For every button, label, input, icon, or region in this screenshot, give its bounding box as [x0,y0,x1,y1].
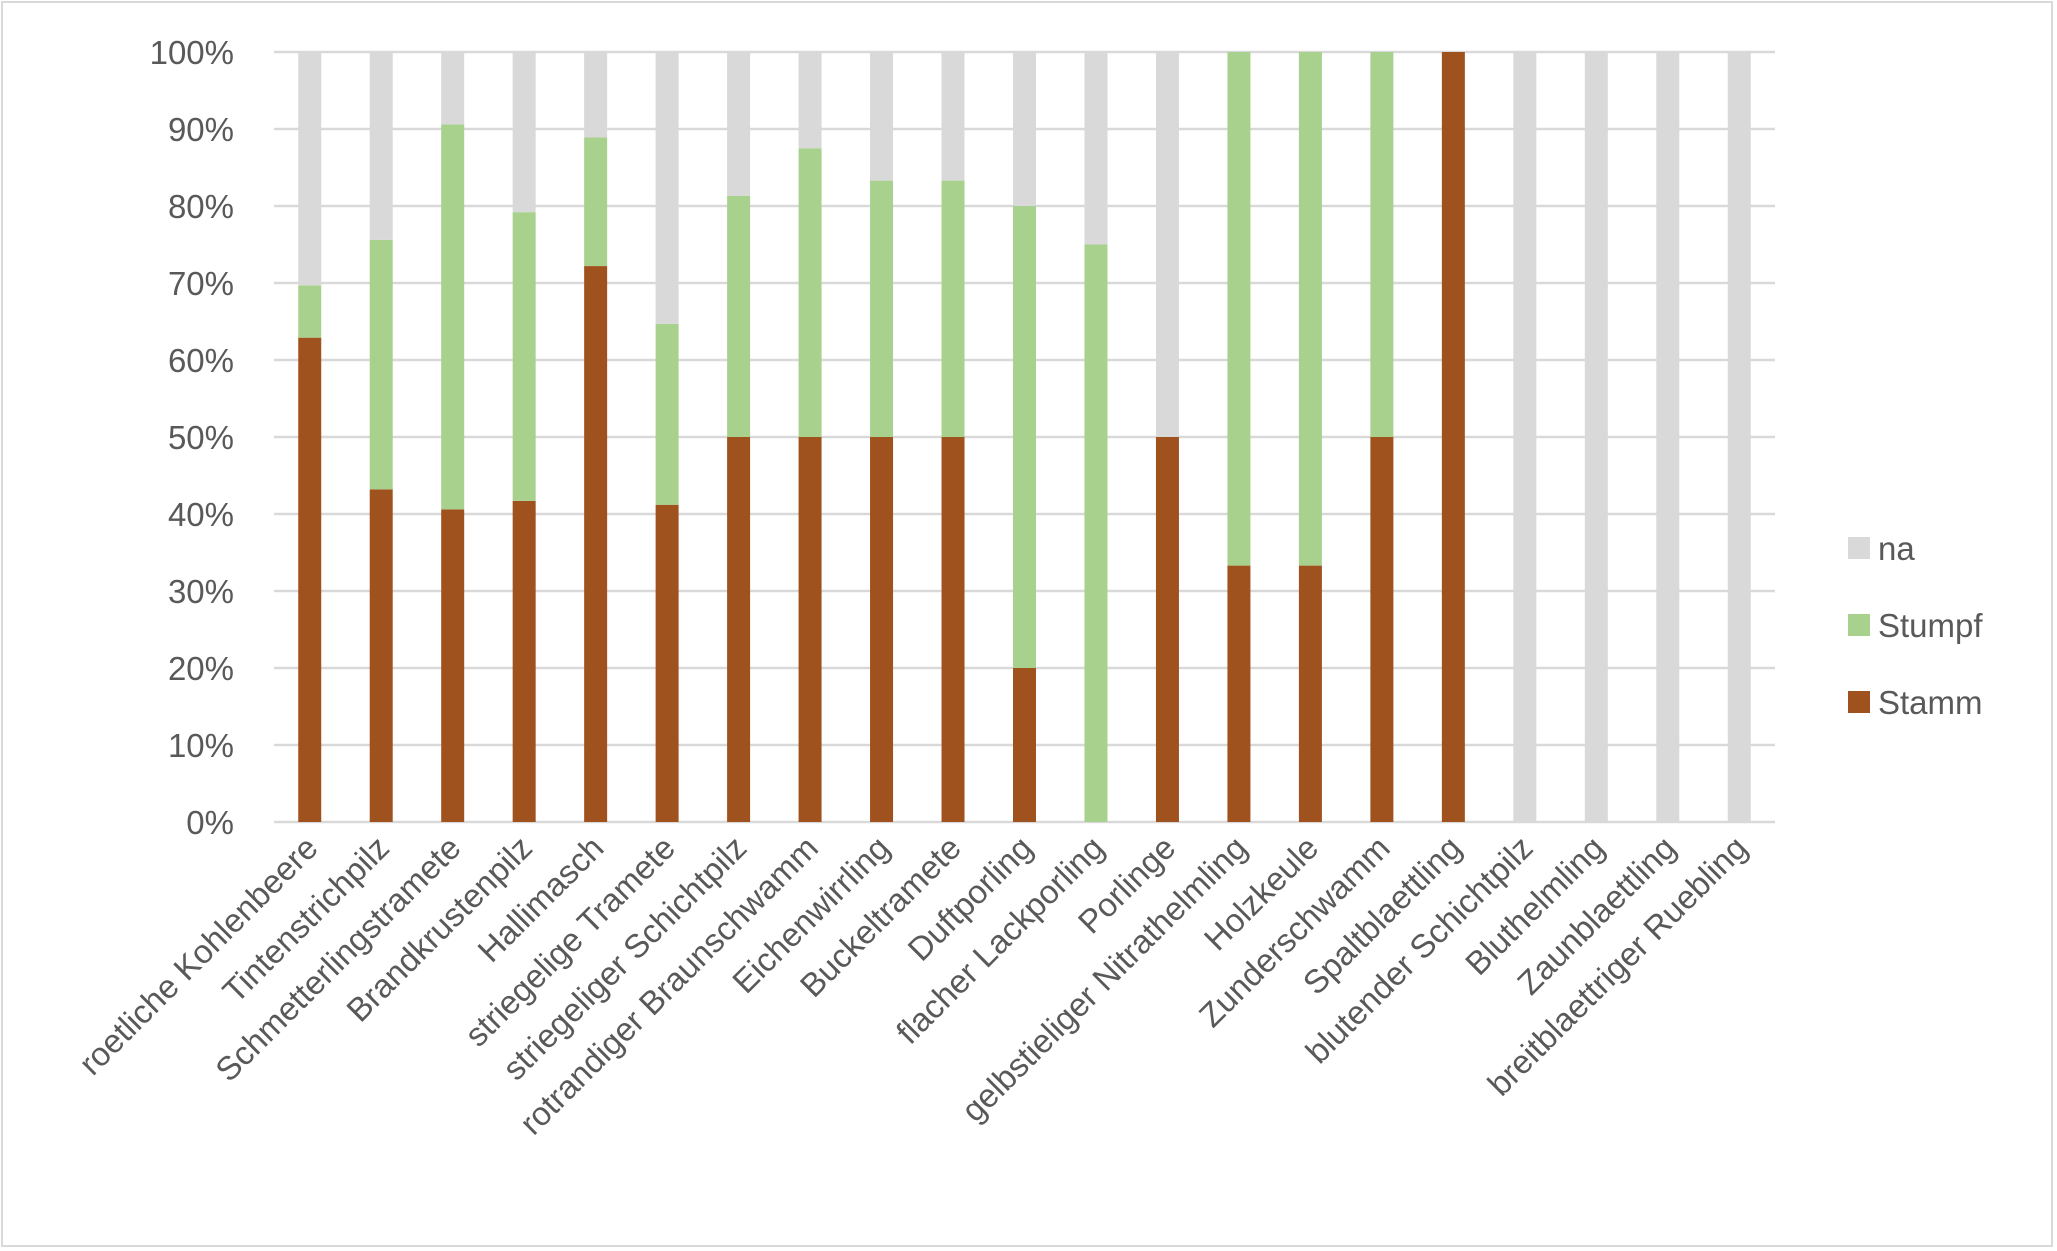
bar-segment-na [441,52,465,125]
bar-segment-na [369,52,393,240]
legend: na Stumpf Stamm [1848,530,1983,721]
bar-segment-stamm [798,437,822,822]
y-tick-label: 100% [150,34,234,71]
bar-segment-na [584,52,608,138]
legend-swatch-stamm [1848,691,1870,713]
legend-label-stumpf: Stumpf [1878,607,1983,644]
y-tick-label: 40% [168,496,234,533]
bar-segment-stamm [655,504,679,822]
bar-segment-stamm [584,266,608,822]
bar-segment-stamm [1013,668,1036,822]
bar-segment-stamm [870,437,894,822]
legend-swatch-na [1848,537,1870,559]
bar-segment-stamm [1227,565,1251,822]
y-tick-label: 50% [168,419,234,456]
bar-segment-stumpf [727,195,751,437]
bar-segment-stamm [369,489,393,822]
bar-segment-na [1013,52,1036,206]
bar-segment-stumpf [1370,52,1394,437]
bar-segment-stumpf [798,148,822,437]
legend-label-stamm: Stamm [1878,684,1983,721]
bar-segment-stumpf [584,137,608,267]
bar-segment-stumpf [369,239,393,490]
bar-segment-na [870,52,894,181]
y-tick-label: 30% [168,573,234,610]
bar-segment-stamm [1298,565,1322,822]
y-tick-label: 90% [168,111,234,148]
legend-label-na: na [1878,530,1915,567]
bar-segment-na [1513,52,1537,822]
y-tick-label: 0% [186,804,234,841]
bar-segment-na [1656,52,1680,822]
bar-segment-stamm [727,437,751,822]
bar-segment-na [512,52,536,213]
bar-segment-na [1584,52,1608,822]
bar-segment-stamm [1370,437,1394,822]
bar-segment-stumpf [1084,244,1108,822]
bar-segment-stumpf [1298,52,1322,566]
y-tick-label: 20% [168,650,234,687]
bar-segment-na [1084,52,1108,245]
bar-segment-stamm [298,337,322,822]
bar-segment-stumpf [1227,52,1251,566]
bar-segment-stumpf [870,180,894,437]
bar-segment-stumpf [655,323,679,505]
bar-segment-stumpf [941,180,965,437]
bar-segment-stumpf [512,212,536,501]
bar-segment-stamm [441,509,465,822]
bar-segment-na [941,52,965,181]
bar-segment-na [1727,52,1751,822]
y-axis-tick-labels: 0% 10% 20% 30% 40% 50% 60% 70% 80% 90% 100% [150,34,234,841]
y-tick-label: 10% [168,727,234,764]
y-tick-label: 70% [168,265,234,302]
bar-segment-na [798,52,822,149]
bar-segment-stumpf [441,124,465,510]
bar-segment-na [298,52,322,286]
bar-segment-stumpf [298,285,322,338]
bar-segment-na [655,52,679,324]
y-tick-label: 60% [168,342,234,379]
x-axis-category-labels: roetliche KohlenbeereTintenstrichpilzSch… [71,829,1754,1142]
bar-segment-stamm [941,437,965,822]
legend-swatch-stumpf [1848,614,1870,636]
bar-segment-stamm [1155,437,1179,822]
bar-segment-na [727,52,751,196]
bar-segment-na [1155,52,1179,437]
bars [298,52,1751,822]
bar-segment-stumpf [1013,206,1036,668]
bar-segment-stamm [1441,52,1465,822]
bar-segment-stamm [512,500,536,822]
y-tick-label: 80% [168,188,234,225]
